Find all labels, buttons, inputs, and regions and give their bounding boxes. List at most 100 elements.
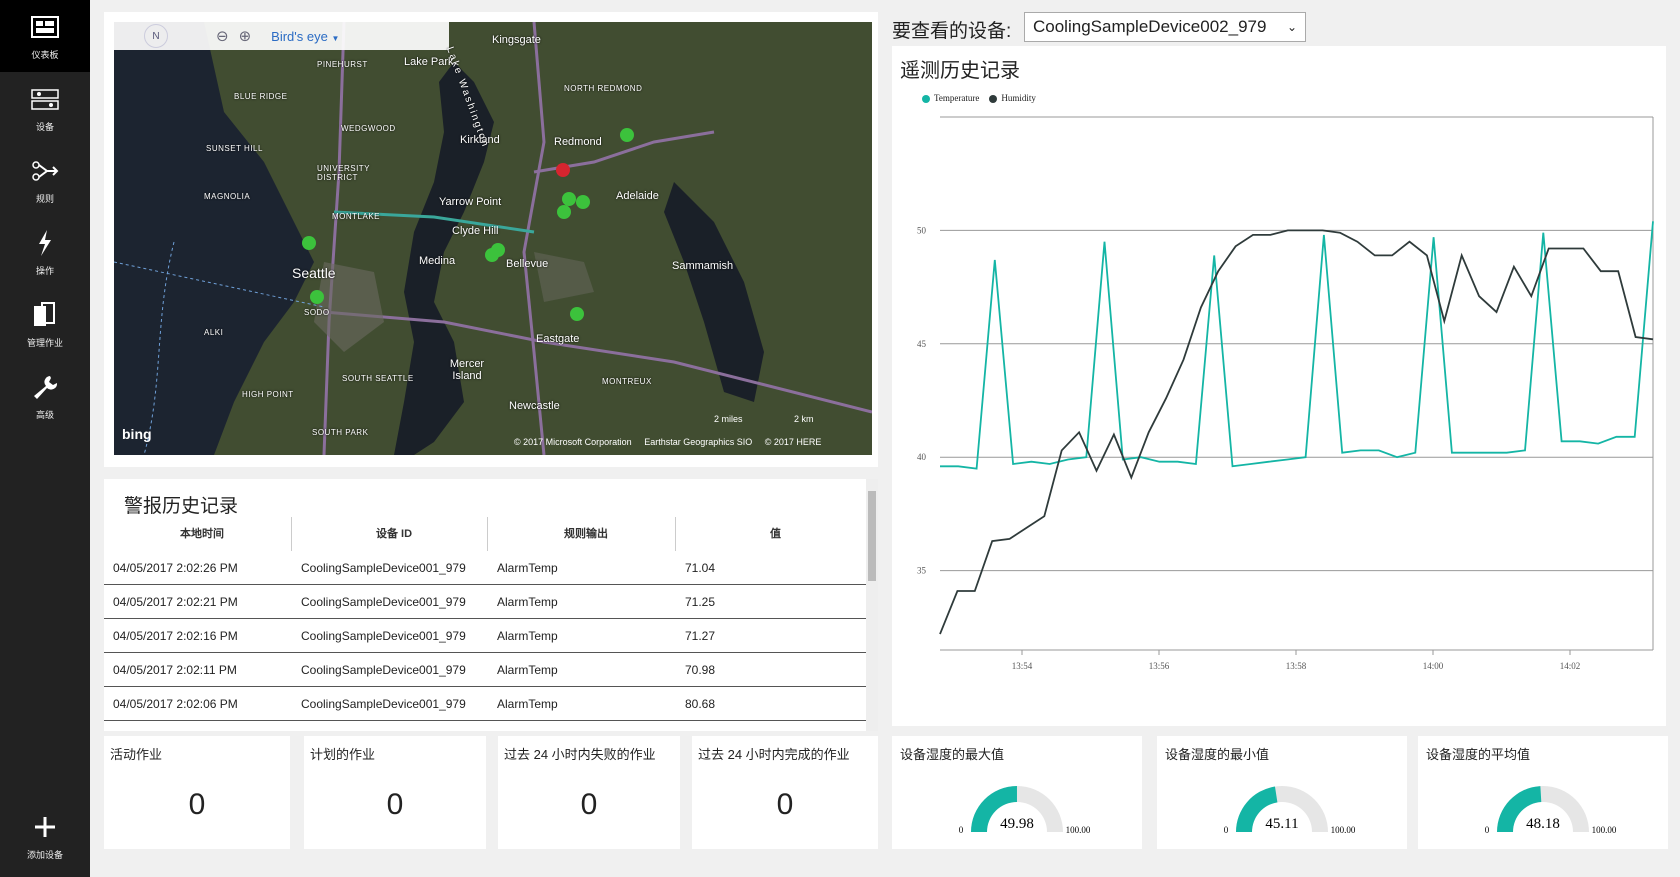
x-tick-label: 13:56 <box>1149 661 1170 671</box>
gauge-min: 0 <box>959 825 964 835</box>
map-label: Adelaide <box>616 190 659 202</box>
device-pin[interactable] <box>485 248 499 262</box>
map-label: SUNSET HILL <box>206 144 263 153</box>
alert-history-title: 警报历史记录 <box>124 496 239 517</box>
table-row[interactable]: 04/05/2017 2:02:16 PM CoolingSampleDevice… <box>104 619 878 653</box>
gauge-max: 100.00 <box>1331 825 1356 835</box>
y-tick-label: 40 <box>917 452 927 462</box>
gauge-fill <box>1497 786 1542 832</box>
cell-local-time: 04/05/2017 2:02:21 PM <box>113 594 238 609</box>
table-row[interactable]: 04/05/2017 2:02:06 PM CoolingSampleDevice… <box>104 687 878 721</box>
column-header-local-time[interactable]: 本地时间 <box>104 517 292 551</box>
device-pin[interactable] <box>570 307 584 321</box>
device-select-label: 要查看的设备: <box>892 21 1012 42</box>
cell-local-time: 04/05/2017 2:02:06 PM <box>113 696 238 711</box>
device-pin[interactable] <box>302 236 316 250</box>
nav-advanced-label: 高级 <box>35 409 54 420</box>
legend-swatch-humidity <box>989 94 998 103</box>
table-row[interactable]: 04/05/2017 2:02:21 PM CoolingSampleDevice… <box>104 585 878 619</box>
humidity-gauge-tile: 设备湿度的最小值 45.11 0 100.00 <box>1157 736 1407 849</box>
map-view-mode-dropdown[interactable]: Bird's eye ▼ <box>271 29 339 44</box>
cell-device-id: CoolingSampleDevice001_979 <box>301 594 466 609</box>
job-tile-value: 0 <box>188 788 206 821</box>
job-tile-title: 过去 24 小时内完成的作业 <box>698 747 850 762</box>
nav-devices-label: 设备 <box>35 121 54 132</box>
gauge-title: 设备湿度的最小值 <box>1165 747 1270 762</box>
cell-value: 80.68 <box>685 696 716 711</box>
legend-item-humidity[interactable]: Humidity <box>989 93 1036 103</box>
nav-jobs-label: 管理作业 <box>26 337 63 348</box>
table-row[interactable]: 04/05/2017 2:02:26 PM CoolingSampleDevice… <box>104 551 878 585</box>
gauge-max: 100.00 <box>1066 825 1091 835</box>
map-label: Sammamish <box>672 260 734 272</box>
job-tile[interactable]: 活动作业 0 <box>104 736 290 849</box>
alert-table-scrollbar[interactable] <box>866 479 878 731</box>
zoom-in-icon[interactable]: ⊕ <box>238 28 252 45</box>
cell-device-id: CoolingSampleDevice001_979 <box>301 696 466 711</box>
column-header-value[interactable]: 值 <box>770 528 781 540</box>
job-tile-title: 计划的作业 <box>310 747 376 762</box>
chart-legend: Temperature Humidity <box>922 93 1036 103</box>
device-select-dropdown[interactable]: CoolingSampleDevice002_979 ⌄ <box>1024 12 1306 42</box>
device-pin[interactable] <box>576 195 590 209</box>
nav-actions[interactable]: 操作 <box>0 216 90 288</box>
scrollbar-thumb[interactable] <box>868 491 876 581</box>
x-tick-label: 13:54 <box>1012 661 1033 671</box>
nav-actions-label: 操作 <box>35 265 54 276</box>
nav-jobs[interactable]: 管理作业 <box>0 288 90 360</box>
map-label: Eastgate <box>536 333 580 345</box>
y-tick-label: 35 <box>917 566 927 576</box>
cell-value: 71.27 <box>685 628 716 643</box>
caret-down-icon: ▼ <box>331 33 340 43</box>
cell-device-id: CoolingSampleDevice001_979 <box>301 560 466 575</box>
job-tile[interactable]: 计划的作业 0 <box>304 736 486 849</box>
actions-icon <box>30 228 60 258</box>
gauge-value: 45.11 <box>1265 816 1298 832</box>
job-tile-value: 0 <box>776 788 794 821</box>
nav-rules[interactable]: 规则 <box>0 144 90 216</box>
map-label: MONTLAKE <box>332 212 381 221</box>
x-tick-label: 13:58 <box>1286 661 1307 671</box>
x-tick-label: 14:00 <box>1423 661 1444 671</box>
legend-label-temperature: Temperature <box>934 93 980 103</box>
nav-dashboard-label: 仪表板 <box>31 49 59 60</box>
compass-control[interactable]: N <box>144 24 168 48</box>
device-pin[interactable] <box>620 128 634 142</box>
table-row[interactable]: 04/05/2017 2:02:11 PM CoolingSampleDevice… <box>104 653 878 687</box>
device-pin[interactable] <box>562 192 576 206</box>
dashboard-icon <box>30 12 60 42</box>
device-pin[interactable] <box>557 205 571 219</box>
column-header-device-id[interactable]: 设备 ID <box>292 517 488 551</box>
humidity-gauge-tile: 设备湿度的最大值 49.98 0 100.00 <box>892 736 1142 849</box>
zoom-out-icon[interactable]: ⊖ <box>216 28 229 45</box>
legend-item-temperature[interactable]: Temperature <box>922 93 979 103</box>
map-label: HIGH POINT <box>242 390 294 399</box>
nav-devices[interactable]: 设备 <box>0 72 90 144</box>
cell-rule-output: AlarmTemp <box>497 560 558 575</box>
map[interactable]: N ⊖ ⊕ Bird's eye ▼ PINEHURST Lake Park K… <box>114 22 872 455</box>
nav-advanced[interactable]: 高级 <box>0 360 90 432</box>
map-label: Newcastle <box>509 400 560 412</box>
map-scale-miles: 2 miles <box>714 414 743 424</box>
job-tile-title: 活动作业 <box>110 747 163 762</box>
map-label: SOUTH PARK <box>312 428 369 437</box>
device-pin-alert[interactable] <box>556 163 570 177</box>
map-label: BLUE RIDGE <box>234 92 288 101</box>
device-pin[interactable] <box>310 290 324 304</box>
map-label: SODO <box>304 308 330 317</box>
cell-rule-output: AlarmTemp <box>497 662 558 677</box>
gauge-chart: 45.11 0 100.00 <box>1224 786 1356 835</box>
map-panel: N ⊖ ⊕ Bird's eye ▼ PINEHURST Lake Park K… <box>104 12 878 467</box>
job-tile[interactable]: 过去 24 小时内失败的作业 0 <box>498 736 680 849</box>
map-label: UNIVERSITY DISTRICT <box>317 164 370 182</box>
gauge-fill <box>1236 786 1278 832</box>
gauge-value: 49.98 <box>1000 816 1034 832</box>
column-header-rule-output[interactable]: 规则输出 <box>488 517 676 551</box>
rules-icon <box>30 156 60 186</box>
nav-dashboard[interactable]: 仪表板 <box>0 0 90 72</box>
alert-history-panel: 警报历史记录 本地时间 设备 ID 规则输出 值 04/05/2017 2:02… <box>104 479 878 731</box>
cell-local-time: 04/05/2017 2:02:11 PM <box>113 662 237 677</box>
humidity-gauge-tile: 设备湿度的平均值 48.18 0 100.00 <box>1418 736 1668 849</box>
add-device-button[interactable]: 添加设备 <box>0 800 90 872</box>
job-tile[interactable]: 过去 24 小时内完成的作业 0 <box>692 736 878 849</box>
